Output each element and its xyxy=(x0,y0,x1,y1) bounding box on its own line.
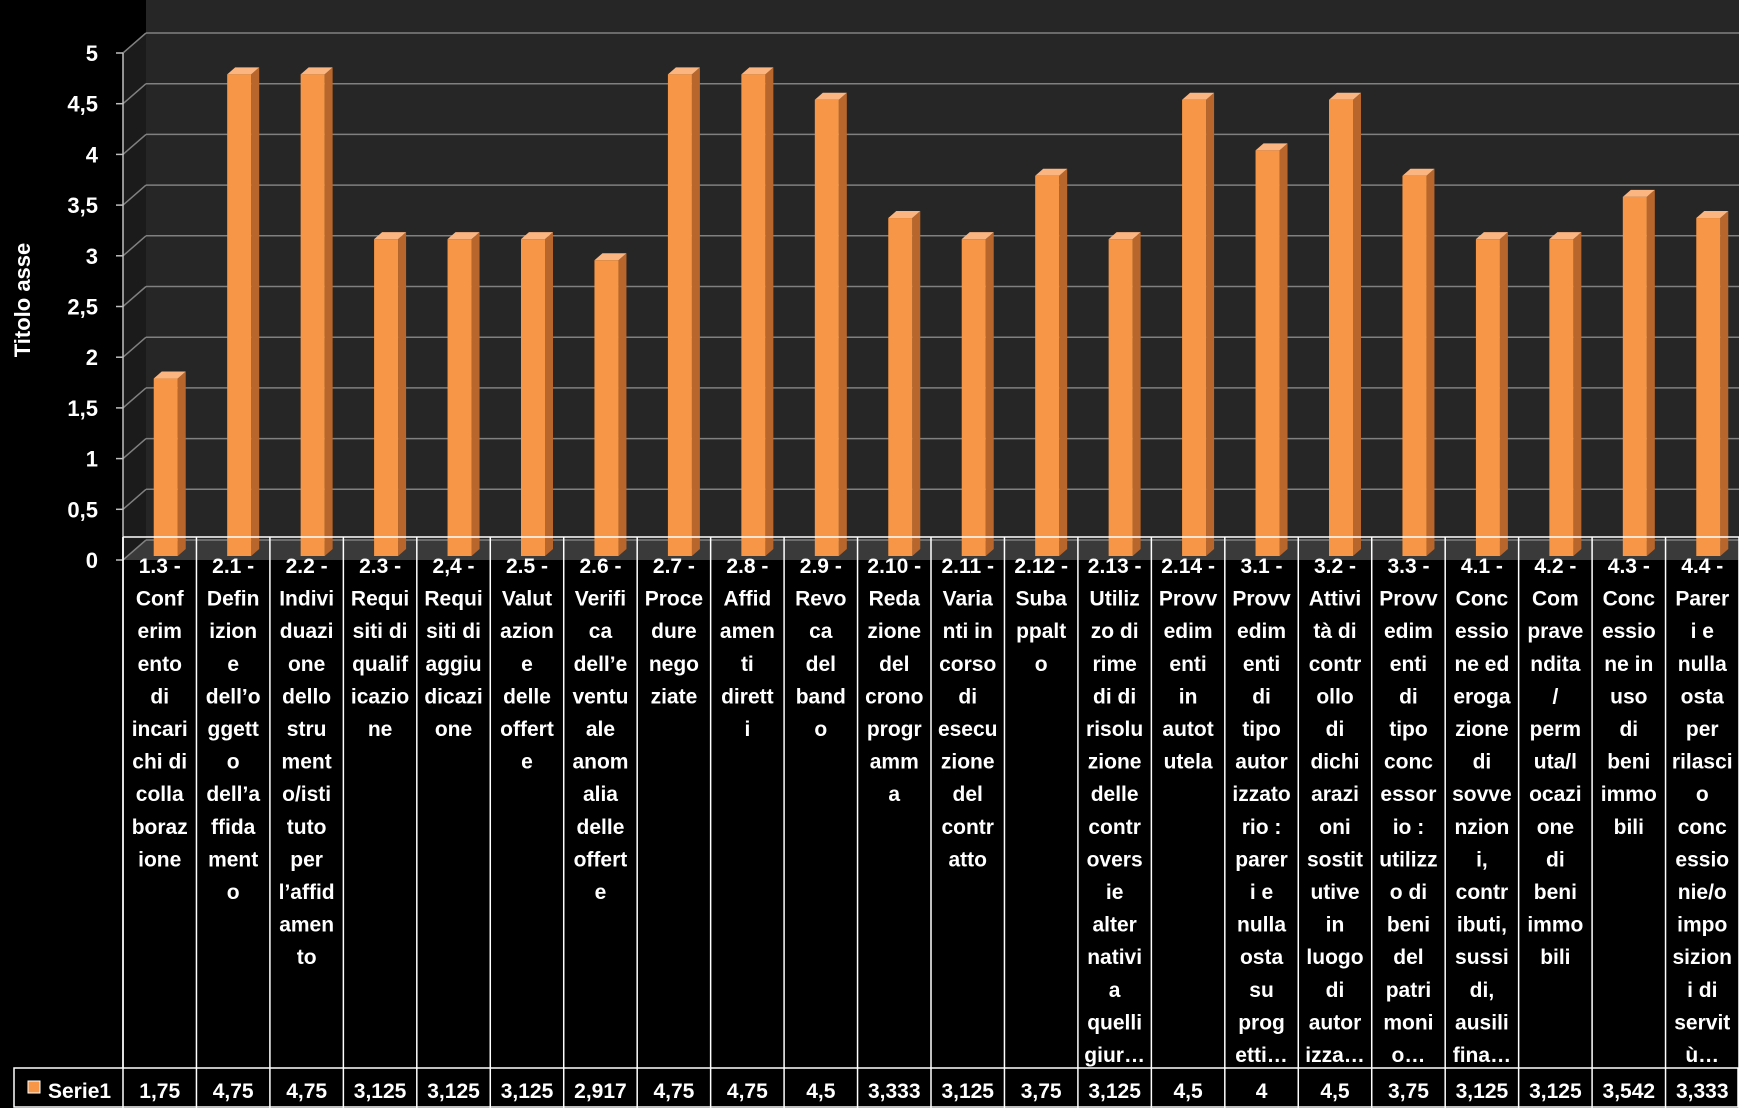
data-label: 1,75 xyxy=(139,1080,180,1103)
data-label: 3,75 xyxy=(1021,1080,1062,1103)
x-category-label: 2.11 -Varia nti in corso di esecu zione del con… xyxy=(938,555,998,871)
x-category-label: 2,4 -Requi siti di aggiu dicazi one xyxy=(424,555,482,741)
bar xyxy=(1696,211,1729,556)
gridline-side xyxy=(122,438,147,460)
gridline-side xyxy=(122,184,147,206)
data-label: 3,125 xyxy=(354,1080,407,1103)
bar xyxy=(1255,143,1288,556)
x-category-label: 2.12 -Suba ppalt o xyxy=(1014,555,1068,676)
bar xyxy=(300,67,333,556)
bar xyxy=(153,371,186,556)
gridline-side xyxy=(122,83,147,105)
data-label: 4,75 xyxy=(653,1080,694,1103)
bar xyxy=(1549,232,1582,556)
y-tick-label: 4 xyxy=(86,142,99,167)
y-tick-label: 2,5 xyxy=(67,295,98,320)
x-category-label: 4.3 -Conc essio ne in uso di beni immo bili xyxy=(1601,555,1657,839)
bars xyxy=(153,67,1729,557)
x-category-label: 3.3 -Provv edim enti di tipo conc essor io : uti… xyxy=(1379,555,1438,1067)
bar xyxy=(1182,92,1215,556)
x-category-label: 2.10 -Reda zione del crono progr amm a xyxy=(865,555,923,806)
x-category-label: 4.1 -Conc essio ne ed eroga zione di sovve nzio… xyxy=(1452,555,1512,1067)
bar xyxy=(1108,232,1141,556)
x-category-label: 1.3 -Conf erim ento di incari chi di colla bora… xyxy=(132,555,188,871)
y-tick-label: 3,5 xyxy=(67,193,98,218)
bar xyxy=(594,253,627,557)
x-category-label: 2.9 -Revo ca del band o xyxy=(795,555,846,741)
data-label: 4 xyxy=(1256,1080,1268,1103)
bar xyxy=(667,67,700,556)
x-category-label: 2.7 -Proce dure nego ziate xyxy=(645,555,703,708)
data-label: 3,125 xyxy=(1529,1080,1582,1103)
data-label: 4,5 xyxy=(806,1080,836,1103)
data-label: 4,75 xyxy=(213,1080,254,1103)
x-category-label: 4.4 -Parer i e nulla osta per rilasci o conc ess… xyxy=(1672,555,1733,1067)
data-label: 3,125 xyxy=(1456,1080,1509,1103)
bar xyxy=(227,67,260,556)
gridline-side xyxy=(122,285,147,308)
data-label: 3,125 xyxy=(1088,1080,1141,1103)
bar xyxy=(1329,92,1361,556)
gridline-side xyxy=(122,539,147,561)
y-tick-label: 0 xyxy=(86,548,98,573)
legend-label: Serie1 xyxy=(48,1080,111,1103)
data-label: 4,75 xyxy=(727,1080,768,1103)
x-category-label: 3.1 -Provv edim enti di tipo autor izzato rio :… xyxy=(1232,555,1291,1067)
x-category-label: 2.13 -Utiliz zo di rime di di risolu zione del… xyxy=(1084,555,1145,1067)
bar xyxy=(1402,168,1435,556)
y-tick-label: 1,5 xyxy=(67,396,98,421)
x-category-label: 2.2 -Indivi duazi one dello stru ment o/isti tu… xyxy=(279,555,335,969)
bar xyxy=(961,232,994,556)
x-category-label: 2.6 -Verifi ca dell’e ventu ale anom alia delle… xyxy=(572,555,628,904)
data-label: 3,333 xyxy=(868,1080,921,1103)
y-axis: 0 0,5 1 1,5 2 2,5 3 3,5 4 4,5 5 xyxy=(67,41,124,573)
x-category-label: 2.8 -Affid amen ti dirett i xyxy=(720,555,775,741)
bar xyxy=(741,67,774,556)
gridline-side xyxy=(122,32,147,54)
x-category-label: 2.14 -Provv edim enti in autot utela xyxy=(1159,555,1218,774)
bar xyxy=(1622,189,1655,557)
bar xyxy=(447,232,480,556)
gridline-side xyxy=(122,336,147,358)
legend-swatch xyxy=(27,1080,41,1094)
y-tick-label: 5 xyxy=(86,41,98,66)
y-axis-title: Titolo asse xyxy=(10,243,35,358)
x-category-label: 2.3 -Requi siti di qualif icazio ne xyxy=(351,555,409,741)
x-category-label: 2.5 -Valut azion e delle offert e xyxy=(500,555,554,774)
data-label: 3,125 xyxy=(501,1080,554,1103)
y-tick-label: 2 xyxy=(86,345,98,370)
data-label: 3,125 xyxy=(427,1080,480,1103)
data-label: 4,5 xyxy=(1320,1080,1350,1103)
gridline-side xyxy=(122,133,147,155)
bar xyxy=(1035,168,1068,556)
data-table: 1.3 -Conf erim ento di incari chi di colla bora… xyxy=(13,536,1739,1108)
y-tick-label: 3 xyxy=(86,244,98,269)
y-tick-label: 0,5 xyxy=(67,497,98,522)
data-label: 3,75 xyxy=(1388,1080,1429,1103)
y-tick-label: 1 xyxy=(86,447,98,472)
x-category-label: 4.2 -Com prave ndita / perm uta/l ocazi one di be… xyxy=(1527,555,1583,969)
data-label: 2,917 xyxy=(574,1080,627,1103)
bar xyxy=(521,232,553,556)
table-value-row xyxy=(13,1067,1739,1108)
x-category-label: 3.2 -Attivi tà di contr ollo di dichi arazi oni… xyxy=(1305,555,1365,1067)
data-label: 3,542 xyxy=(1603,1080,1656,1103)
gridline-side xyxy=(122,235,147,257)
gridline-side xyxy=(122,488,147,510)
data-label: 4,5 xyxy=(1173,1080,1203,1103)
gridline-side xyxy=(122,387,147,409)
bar xyxy=(888,211,921,556)
y-tick-label: 4,5 xyxy=(67,92,98,117)
legend: Serie1 xyxy=(27,1080,111,1103)
x-category-label: 2.1 -Defin izion e dell’o ggett o dell’a ffida m… xyxy=(206,555,261,904)
data-label: 4,75 xyxy=(286,1080,327,1103)
gridlines xyxy=(122,32,1739,561)
data-label: 3,333 xyxy=(1676,1080,1729,1103)
bar xyxy=(374,232,407,556)
data-label: 3,125 xyxy=(941,1080,994,1103)
bar xyxy=(1475,232,1508,556)
bar xyxy=(814,92,847,556)
